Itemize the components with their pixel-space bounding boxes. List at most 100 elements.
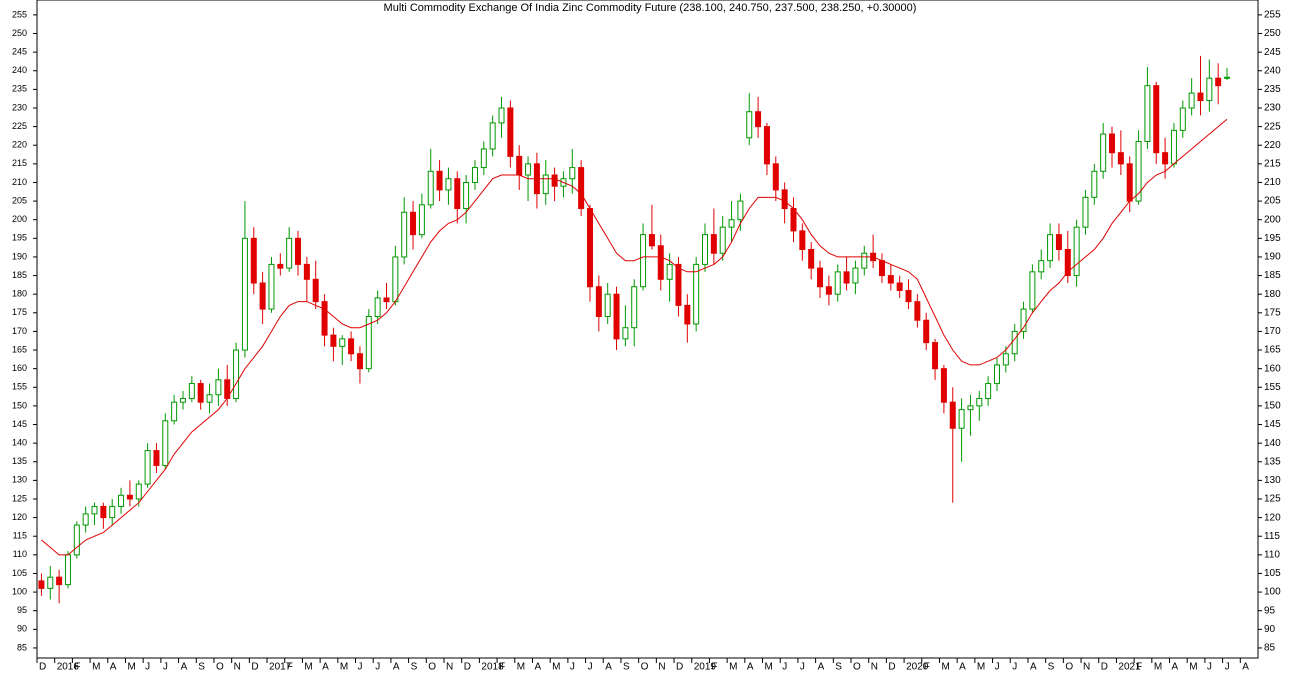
x-tick-label: J bbox=[570, 662, 575, 673]
candle-body bbox=[1135, 141, 1142, 202]
y-tick-label-left: 250 bbox=[12, 28, 27, 38]
x-tick-label: M bbox=[941, 662, 949, 673]
y-tick-label-right: 255 bbox=[1264, 10, 1281, 21]
y-tick-label-right: 155 bbox=[1264, 382, 1281, 393]
y-tick-label-right: 250 bbox=[1264, 28, 1281, 39]
candle-body bbox=[710, 234, 717, 254]
y-tick-label-right: 200 bbox=[1264, 214, 1281, 225]
y-tick-label-left: 230 bbox=[12, 102, 27, 112]
x-tick-label: 2020 bbox=[906, 662, 929, 673]
y-tick-label-left: 95 bbox=[17, 605, 27, 615]
candle-body bbox=[578, 167, 585, 210]
candle-body bbox=[507, 107, 514, 157]
candle-body bbox=[657, 245, 664, 280]
candle-body bbox=[914, 301, 921, 321]
candle-body bbox=[126, 494, 133, 500]
x-tick-label: F bbox=[74, 662, 80, 673]
x-tick-label: 2018 bbox=[481, 662, 504, 673]
candle-body bbox=[551, 174, 558, 187]
x-tick-label: M bbox=[977, 662, 985, 673]
y-tick-label-left: 210 bbox=[12, 177, 27, 187]
candle-body bbox=[923, 319, 930, 344]
y-tick-label-right: 95 bbox=[1264, 605, 1276, 616]
x-tick-label: N bbox=[446, 662, 453, 673]
y-tick-label-right: 190 bbox=[1264, 252, 1281, 263]
candle-body bbox=[215, 379, 222, 396]
candle-body bbox=[958, 409, 965, 429]
x-tick-label: S bbox=[198, 662, 205, 673]
y-tick-label-left: 130 bbox=[12, 475, 27, 485]
x-tick-label: S bbox=[411, 662, 418, 673]
candle-body bbox=[153, 450, 160, 466]
y-tick-label-right: 245 bbox=[1264, 47, 1281, 58]
x-tick-label: A bbox=[605, 662, 612, 673]
x-tick-label: D bbox=[676, 662, 683, 673]
candle-body bbox=[312, 278, 319, 303]
candle-body bbox=[64, 554, 71, 586]
candle-body bbox=[781, 189, 788, 210]
y-tick-label-right: 110 bbox=[1264, 549, 1280, 560]
candle-body bbox=[1179, 107, 1186, 131]
y-tick-label-left: 125 bbox=[12, 493, 27, 503]
y-tick-label-right: 235 bbox=[1264, 84, 1281, 95]
candle-body bbox=[1064, 248, 1071, 277]
candle-body bbox=[666, 263, 673, 280]
candle-body bbox=[1020, 308, 1027, 332]
candle-body bbox=[728, 219, 735, 228]
candle-body bbox=[118, 494, 125, 507]
candle-body bbox=[47, 576, 54, 589]
y-tick-label-right: 230 bbox=[1264, 103, 1281, 114]
y-tick-label-right: 120 bbox=[1264, 512, 1281, 523]
y-tick-label-left: 180 bbox=[12, 289, 27, 299]
x-tick-label: J bbox=[358, 662, 363, 673]
y-tick-label-left: 155 bbox=[12, 382, 27, 392]
x-tick-label: M bbox=[1189, 662, 1197, 673]
candle-body bbox=[1055, 234, 1062, 250]
y-tick-label-right: 160 bbox=[1264, 363, 1281, 374]
y-tick-label-left: 140 bbox=[12, 438, 27, 448]
y-tick-label-left: 110 bbox=[13, 549, 27, 559]
x-tick-label: M bbox=[304, 662, 312, 673]
candle-body bbox=[109, 505, 116, 519]
candle-body bbox=[631, 286, 638, 329]
y-tick-label-right: 115 bbox=[1264, 531, 1280, 542]
y-tick-label-left: 245 bbox=[12, 47, 27, 57]
candle-body bbox=[1011, 330, 1018, 355]
x-tick-label: A bbox=[1242, 662, 1249, 673]
candle-body bbox=[852, 267, 859, 284]
y-tick-label-right: 105 bbox=[1264, 568, 1281, 579]
candle-body bbox=[1038, 260, 1045, 273]
candle-body bbox=[233, 349, 240, 399]
y-tick-label-right: 205 bbox=[1264, 196, 1281, 207]
x-tick-label: M bbox=[1154, 662, 1162, 673]
candle-body bbox=[622, 327, 629, 340]
candle-body bbox=[640, 234, 647, 288]
y-tick-label-left: 215 bbox=[12, 158, 27, 168]
y-tick-label-left: 90 bbox=[17, 624, 27, 634]
y-tick-label-left: 240 bbox=[12, 65, 27, 75]
y-tick-label-right: 150 bbox=[1264, 401, 1281, 412]
y-tick-label-right: 240 bbox=[1264, 65, 1281, 76]
candle-body bbox=[463, 181, 470, 210]
candle-body bbox=[206, 394, 213, 403]
candle-body bbox=[746, 111, 753, 139]
candle-body bbox=[277, 263, 284, 269]
x-tick-label: A bbox=[818, 662, 825, 673]
x-tick-label: F bbox=[924, 662, 930, 673]
x-tick-label: M bbox=[765, 662, 773, 673]
candle-body bbox=[1029, 271, 1036, 310]
candle-body bbox=[1117, 152, 1124, 165]
candle-body bbox=[887, 275, 894, 284]
candle-body bbox=[985, 383, 992, 399]
x-tick-label: N bbox=[234, 662, 241, 673]
x-tick-label: J bbox=[800, 662, 805, 673]
x-tick-label: S bbox=[1048, 662, 1055, 673]
candle-body bbox=[445, 178, 452, 191]
y-tick-label-right: 140 bbox=[1264, 438, 1281, 449]
candle-body bbox=[471, 167, 478, 183]
x-tick-label: A bbox=[181, 662, 188, 673]
y-tick-label-right: 185 bbox=[1264, 270, 1281, 281]
candle-body bbox=[188, 383, 195, 399]
candle-body bbox=[179, 397, 186, 403]
